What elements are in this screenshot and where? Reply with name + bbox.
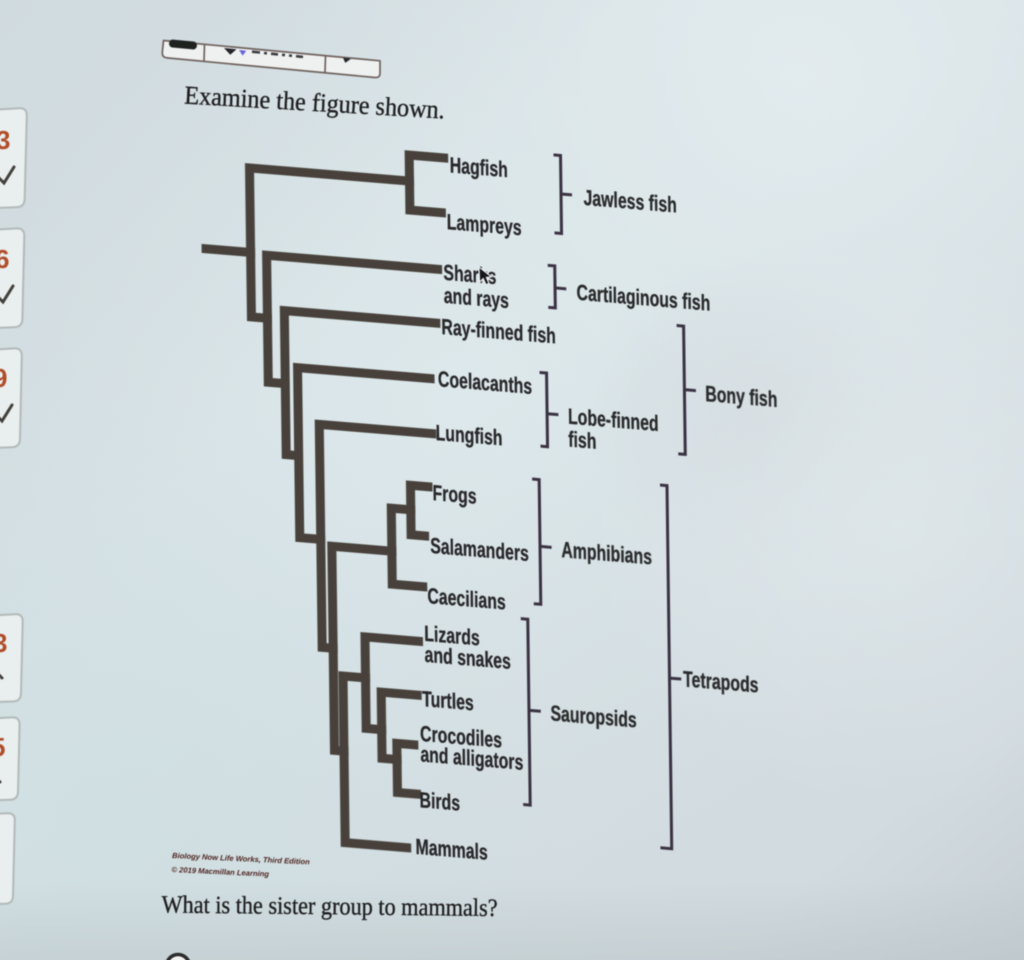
svg-text:3: 3 — [0, 125, 10, 155]
svg-text:Bony fish: Bony fish — [705, 383, 777, 413]
svg-text:fish: fish — [568, 428, 596, 454]
svg-text:Lizards: Lizards — [424, 622, 480, 651]
svg-text:Birds: Birds — [419, 789, 460, 816]
svg-text:Hagfish: Hagfish — [450, 154, 508, 183]
svg-text:Frogs: Frogs — [432, 482, 476, 510]
svg-text:5: 5 — [0, 732, 5, 762]
svg-text:Tetrapods: Tetrapods — [683, 668, 759, 698]
svg-text:and snakes: and snakes — [424, 643, 511, 674]
svg-text:9: 9 — [0, 363, 7, 393]
svg-text:Mammals: Mammals — [415, 836, 487, 866]
svg-text:Lungfish: Lungfish — [436, 422, 503, 452]
svg-text:6: 6 — [0, 244, 9, 274]
svg-text:3: 3 — [0, 628, 7, 658]
svg-text:Turtles: Turtles — [422, 688, 474, 716]
svg-text:What is the sister group to ma: What is the sister group to mammals? — [161, 891, 497, 922]
svg-text:and rays: and rays — [444, 284, 509, 313]
